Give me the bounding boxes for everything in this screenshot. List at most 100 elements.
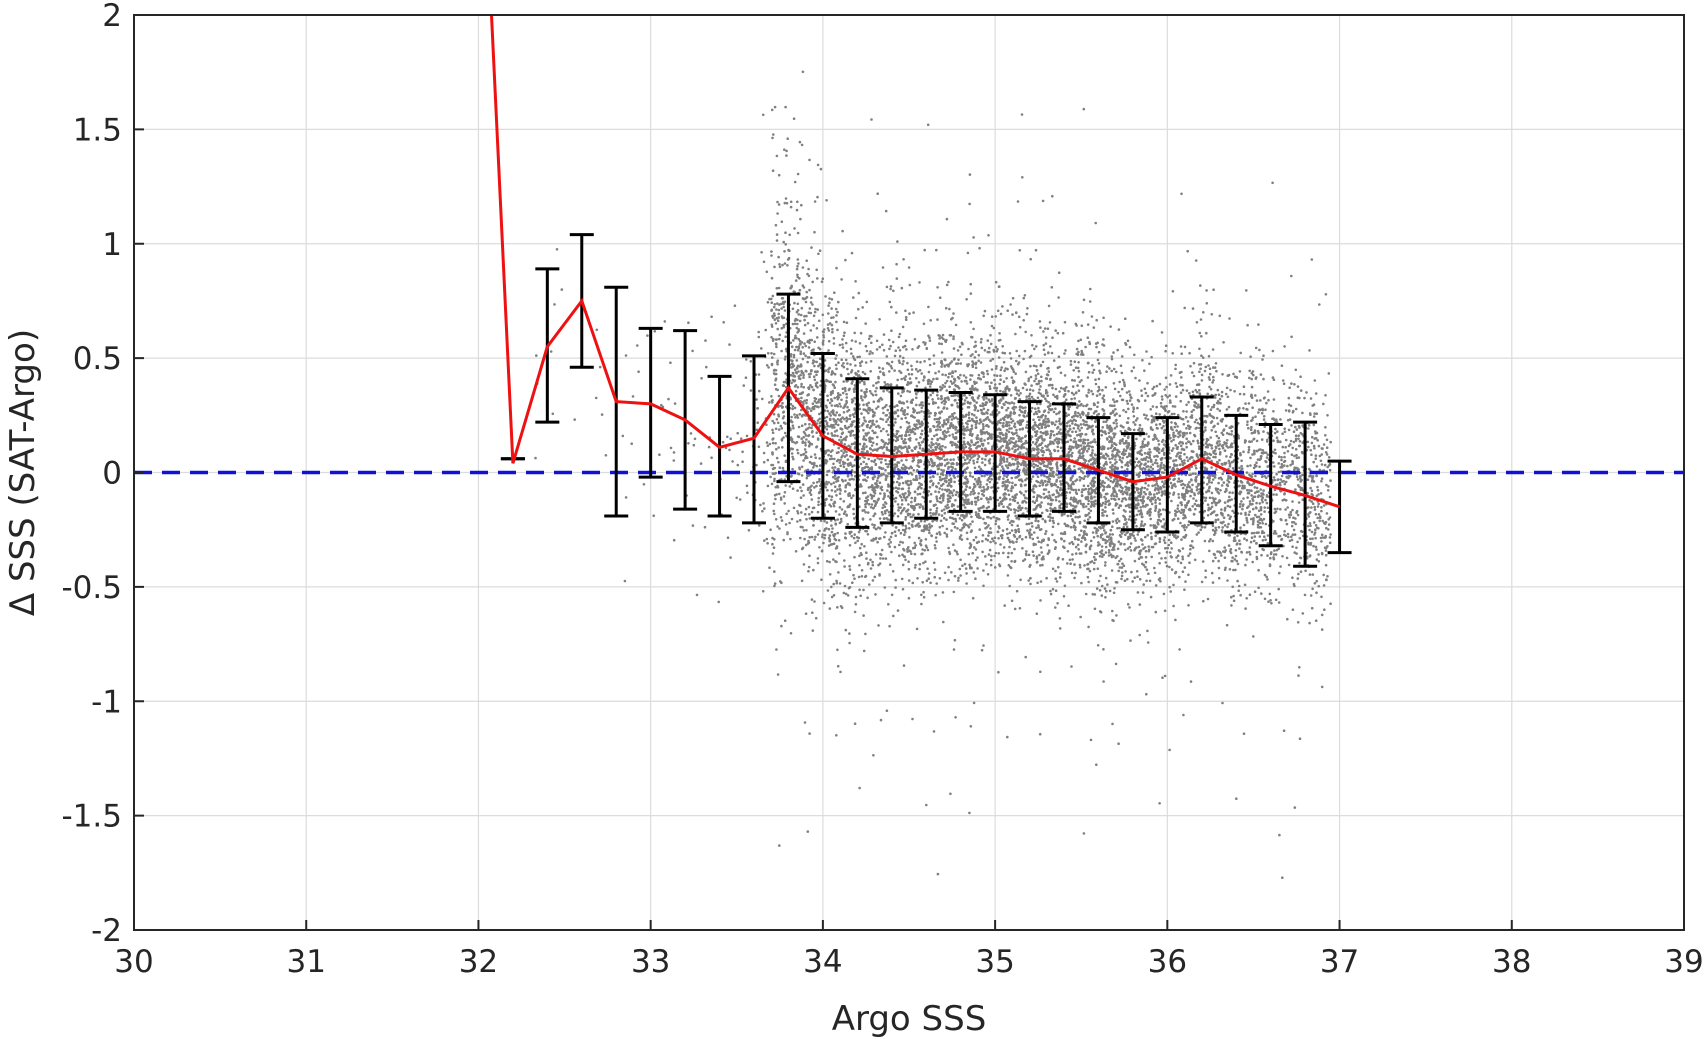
scatter-point (807, 440, 811, 444)
scatter-point (906, 426, 910, 430)
scatter-point (1000, 536, 1004, 540)
scatter-point (777, 316, 780, 319)
scatter-point (914, 367, 918, 371)
scatter-point (805, 401, 808, 405)
scatter-point (1008, 439, 1011, 442)
scatter-point (1021, 506, 1024, 510)
scatter-point (883, 535, 886, 539)
scatter-point (911, 459, 914, 463)
scatter-point (899, 506, 902, 510)
scatter-point (929, 500, 932, 503)
scatter-point (979, 485, 982, 489)
scatter-point (1003, 369, 1006, 373)
scatter-point (798, 518, 802, 522)
scatter-point (841, 391, 845, 395)
scatter-point (792, 506, 796, 510)
scatter-point (806, 360, 809, 364)
scatter-point (1037, 526, 1040, 529)
scatter-point (784, 523, 788, 526)
scatter-point (1051, 430, 1055, 433)
scatter-point (818, 249, 822, 252)
scatter-point (781, 300, 785, 304)
scatter-point (804, 344, 807, 348)
scatter-point (1044, 520, 1047, 524)
scatter-point (938, 425, 942, 429)
scatter-point (802, 352, 806, 355)
scatter-point (1032, 418, 1035, 422)
scatter-point (925, 346, 928, 350)
scatter-point (877, 526, 880, 529)
scatter-point (765, 270, 769, 274)
scatter-point (880, 485, 883, 489)
scatter-point (925, 579, 929, 582)
scatter-point (872, 384, 875, 387)
scatter-point (988, 480, 992, 484)
scatter-point (994, 280, 998, 284)
scatter-point (844, 536, 848, 540)
scatter-point (810, 461, 813, 465)
scatter-point (1035, 365, 1038, 368)
scatter-point (789, 402, 793, 406)
scatter-point (862, 478, 865, 482)
scatter-point (814, 616, 818, 620)
scatter-point (1002, 546, 1006, 549)
scatter-point (933, 411, 937, 415)
scatter-point (841, 438, 844, 442)
scatter-point (973, 356, 977, 359)
scatter-point (908, 312, 911, 315)
scatter-point (1029, 528, 1032, 531)
scatter-point (1008, 545, 1011, 549)
scatter-point (861, 467, 864, 470)
scatter-point (923, 360, 926, 363)
scatter-point (889, 344, 892, 348)
scatter-point (773, 372, 777, 376)
scatter-point (966, 455, 969, 459)
scatter-point (846, 427, 849, 430)
scatter-point (1005, 420, 1008, 424)
scatter-point (998, 440, 1002, 443)
scatter-point (1052, 359, 1056, 362)
scatter-point (963, 470, 967, 474)
scatter-point (893, 369, 896, 372)
scatter-point (1027, 553, 1031, 557)
scatter-point (965, 382, 969, 385)
scatter-point (942, 419, 946, 422)
scatter-point (1046, 552, 1050, 555)
scatter-point (907, 493, 911, 497)
scatter-point (945, 473, 948, 477)
scatter-point (797, 345, 801, 348)
scatter-point (914, 445, 918, 449)
scatter-point (898, 474, 901, 478)
scatter-point (1055, 580, 1059, 583)
scatter-point (1018, 428, 1022, 431)
scatter-point (910, 500, 913, 504)
scatter-point (884, 474, 888, 477)
scatter-point (1017, 361, 1021, 364)
scatter-point (770, 336, 773, 339)
scatter-point (867, 401, 870, 405)
scatter-point (1001, 444, 1004, 448)
scatter-point (979, 404, 982, 408)
scatter-point (851, 413, 855, 416)
scatter-point (978, 509, 981, 512)
scatter-point (845, 396, 849, 399)
scatter-point (934, 536, 938, 539)
scatter-point (895, 404, 898, 407)
scatter-point (941, 524, 944, 528)
scatter-point (974, 548, 978, 551)
scatter-point (1057, 565, 1060, 569)
scatter-point (910, 364, 913, 368)
scatter-point (1026, 529, 1029, 532)
scatter-point (904, 339, 908, 343)
scatter-point (891, 340, 895, 344)
scatter-point (772, 412, 776, 416)
scatter-point (918, 481, 921, 485)
scatter-point (904, 492, 907, 495)
scatter-point (874, 463, 878, 467)
scatter-point (918, 369, 922, 372)
scatter-point (1010, 551, 1014, 555)
scatter-point (838, 484, 841, 488)
scatter-point (867, 337, 871, 341)
scatter-point (940, 494, 943, 498)
scatter-point (957, 440, 960, 444)
